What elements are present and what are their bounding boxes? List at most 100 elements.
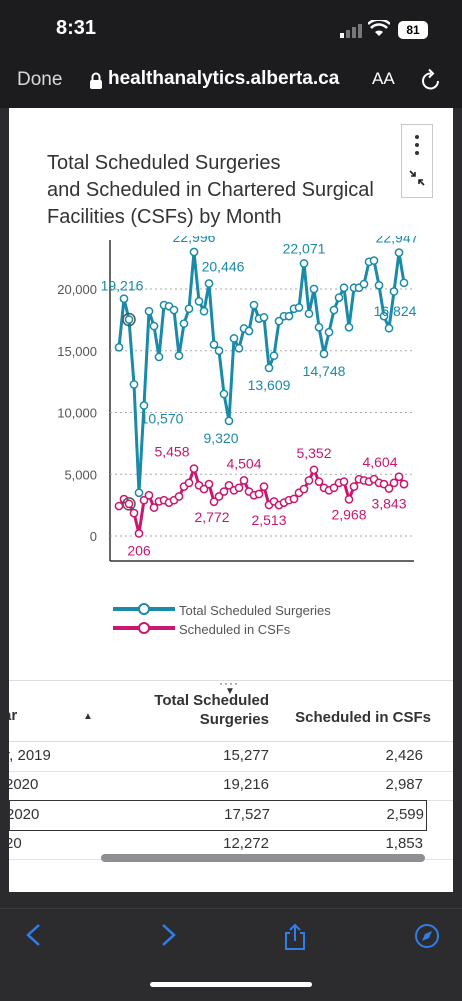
legend-item[interactable]: Total Scheduled Surgeries (113, 602, 331, 621)
text-size-button[interactable]: AA (372, 69, 395, 88)
data-point (299, 259, 309, 268)
signal-icon (340, 24, 362, 38)
chart-title: Total Scheduled Surgeries and Scheduled … (47, 150, 407, 231)
chart-legend: Total Scheduled Surgeries Scheduled in C… (113, 602, 331, 640)
cell-total: 12,272 (223, 835, 269, 852)
data-point (174, 351, 184, 361)
data-label-total: 22,071 (283, 240, 326, 256)
data-point (209, 497, 219, 507)
data-label-csf: 2,513 (251, 512, 286, 528)
data-point (319, 349, 329, 359)
selected-point (122, 497, 136, 511)
data-point (149, 321, 159, 331)
cell-csf: 2,599 (386, 806, 424, 823)
chart-title-line: Facilities (CSFs) by Month (47, 206, 282, 228)
data-point (179, 319, 189, 328)
data-label-csf: 5,458 (154, 444, 189, 460)
data-point (394, 472, 404, 482)
battery-icon: 81 (398, 21, 428, 39)
data-label-total: 22,996 (173, 236, 216, 245)
data-point (249, 300, 259, 310)
data-point (124, 315, 134, 324)
data-point (314, 322, 324, 332)
status-bar: 8:31 81 (0, 0, 462, 58)
collapse-icon[interactable] (408, 169, 426, 187)
legend-item[interactable]: Scheduled in CSFs (113, 621, 290, 640)
data-point (114, 501, 124, 511)
data-point (309, 284, 319, 294)
home-indicator (150, 982, 312, 987)
data-point (239, 476, 249, 485)
data-point (229, 334, 239, 343)
data-point (334, 293, 344, 302)
column-header-total[interactable]: Total Scheduled Surgeries (109, 691, 269, 729)
data-point (274, 316, 284, 326)
data-point (259, 482, 269, 491)
data-label-csf: 4,604 (362, 454, 397, 470)
url-field[interactable]: healthanalytics.alberta.ca (108, 68, 340, 89)
data-point (199, 306, 209, 316)
data-point (149, 503, 159, 512)
data-point (114, 342, 124, 352)
done-button[interactable]: Done (17, 69, 63, 90)
browser-toolbar (0, 908, 462, 1001)
data-point (284, 311, 294, 321)
column-header-date[interactable]: ar (9, 707, 18, 724)
compass-icon[interactable] (414, 923, 440, 949)
line-chart[interactable]: 0 5,000 10,000 15,000 20,000 19,216 10,570 22,9… (9, 236, 453, 586)
reload-icon[interactable] (420, 68, 442, 92)
data-point (379, 311, 389, 321)
data-point (389, 478, 399, 488)
data-point (254, 489, 264, 499)
data-point (324, 327, 334, 337)
data-point (184, 304, 194, 314)
header-line: Total Scheduled (154, 692, 269, 709)
y-tick-label: 0 (90, 529, 97, 544)
data-point (189, 464, 199, 473)
table-row[interactable]: r, 2019 15,277 2,426 (9, 742, 453, 772)
data-label-total: 19,216 (101, 278, 144, 294)
data-label-csf: 4,504 (226, 455, 261, 471)
data-point (344, 494, 354, 504)
data-point (399, 278, 409, 288)
data-label-csf: 206 (127, 542, 151, 558)
y-tick-label: 15,000 (57, 344, 97, 359)
resize-grip-icon[interactable]: ···· (219, 676, 239, 690)
data-point (184, 478, 194, 488)
share-icon[interactable] (283, 923, 307, 951)
chart-title-line: and Scheduled in Chartered Surgical (47, 179, 374, 201)
data-point (214, 346, 224, 356)
data-point (144, 306, 154, 316)
visual-menu-button[interactable] (401, 124, 433, 198)
data-label-total: 16,824 (374, 303, 417, 319)
sort-ascending-icon[interactable]: ▲ (83, 711, 93, 722)
legend-label: Scheduled in CSFs (179, 622, 291, 637)
data-point (339, 477, 349, 487)
table-row-selected[interactable]: 2020 17,527 2,599 (9, 800, 427, 831)
data-point (389, 287, 399, 296)
data-point (304, 476, 314, 485)
legend-swatch-blue (113, 603, 175, 615)
data-point (314, 477, 324, 487)
table-row[interactable]: 2020 19,216 2,987 (9, 771, 453, 801)
data-point (374, 280, 384, 290)
data-point (294, 303, 304, 312)
data-label-total: 13,609 (248, 377, 291, 393)
data-point (384, 323, 394, 333)
horizontal-scrollbar[interactable] (101, 854, 425, 862)
data-point (124, 499, 134, 509)
data-point (119, 494, 129, 504)
sort-descending-icon[interactable]: ▼ (225, 686, 235, 697)
data-point (174, 492, 184, 501)
data-point (329, 305, 339, 315)
lock-icon (90, 72, 102, 89)
back-icon[interactable] (24, 923, 44, 947)
column-header-csf[interactable]: Scheduled in CSFs (295, 709, 431, 726)
data-point (129, 380, 139, 389)
forward-icon[interactable] (158, 923, 178, 947)
header-line: Surgeries (199, 711, 269, 728)
data-point (304, 309, 314, 319)
data-label-total: 20,446 (202, 258, 245, 274)
cell-date: 2020 (9, 806, 40, 823)
data-point (154, 352, 164, 362)
